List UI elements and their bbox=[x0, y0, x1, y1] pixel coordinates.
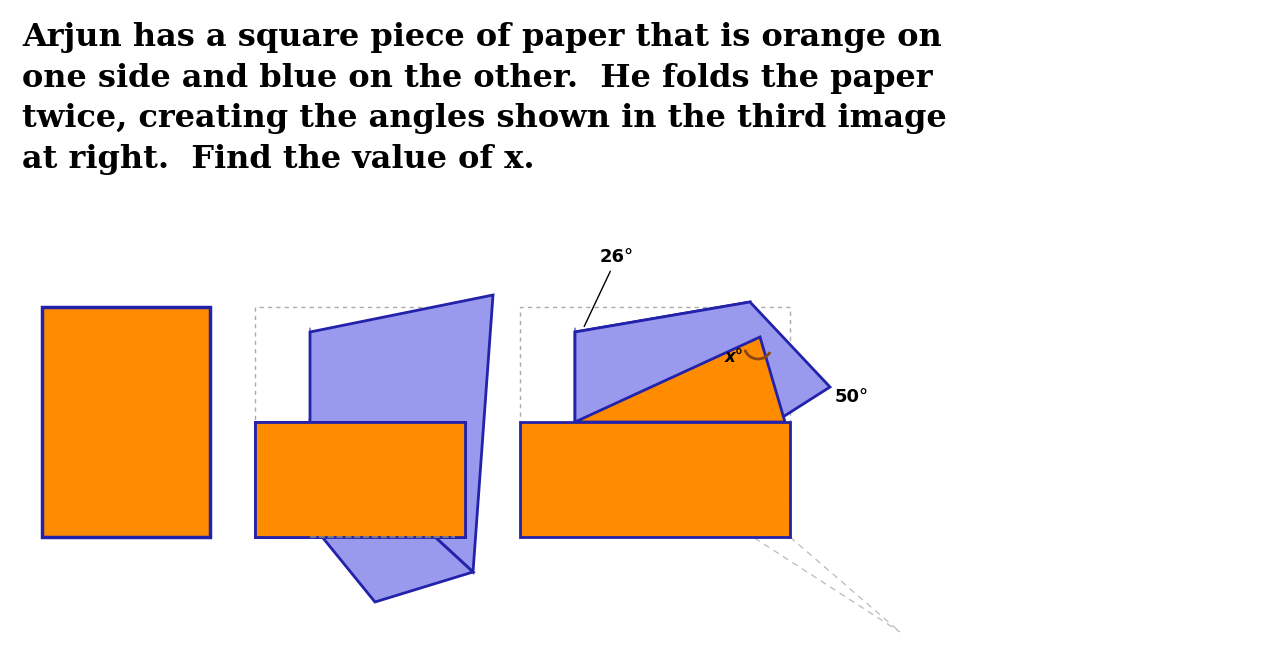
Polygon shape bbox=[520, 422, 790, 537]
Text: Arjun has a square piece of paper that is orange on
one side and blue on the oth: Arjun has a square piece of paper that i… bbox=[22, 22, 947, 175]
Text: x°: x° bbox=[725, 348, 744, 366]
Text: 26°: 26° bbox=[585, 248, 634, 327]
Polygon shape bbox=[309, 422, 473, 602]
Polygon shape bbox=[574, 337, 785, 422]
Polygon shape bbox=[255, 422, 465, 537]
Polygon shape bbox=[42, 307, 210, 537]
Polygon shape bbox=[574, 302, 831, 422]
Polygon shape bbox=[574, 302, 749, 422]
Text: 50°: 50° bbox=[836, 388, 869, 406]
Polygon shape bbox=[255, 422, 465, 537]
Bar bbox=[255, 307, 465, 537]
Polygon shape bbox=[309, 295, 493, 572]
Bar bbox=[520, 307, 790, 537]
